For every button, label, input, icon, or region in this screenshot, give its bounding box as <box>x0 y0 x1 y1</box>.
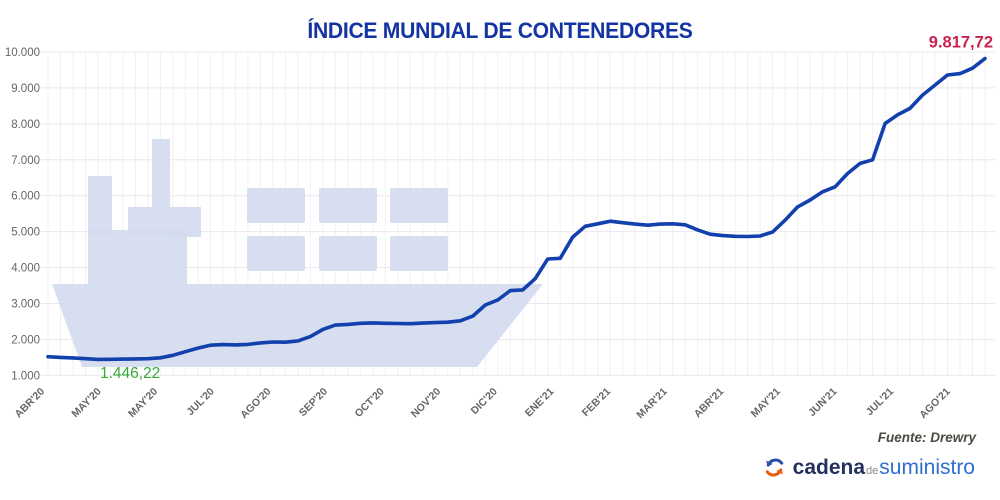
y-axis-tick-label: 3.000 <box>11 299 40 311</box>
y-axis-tick-label: 4.000 <box>11 263 40 275</box>
x-axis-tick-label: FEB'21 <box>580 386 613 419</box>
x-axis-tick-label: JUL'20 <box>184 386 217 419</box>
logo-word-cadena: cadena <box>792 456 866 479</box>
logo-word-de: de <box>866 465 879 477</box>
logo-wordmark: cadenadesuministro <box>793 457 975 478</box>
min-value-label: 1.446,22 <box>100 365 160 382</box>
x-axis-tick-label: MAY'21 <box>749 386 783 420</box>
container-index-line-chart: 10.000 9.000 8.000 7.000 6.000 5.000 4.000 3.00… <box>5 34 995 422</box>
x-axis-tick-label: ABR'20 <box>13 386 48 421</box>
x-axis-tick-label: ABR'21 <box>692 386 727 421</box>
x-axis-tick-label: JUL'21 <box>864 386 897 419</box>
x-axis-tick-label: JUN'21 <box>806 386 839 419</box>
y-axis-tick-label: 9.000 <box>11 83 40 95</box>
container-ship-watermark <box>52 139 543 367</box>
max-value-label: 9.817,72 <box>929 34 993 52</box>
cadena-de-suministro-logo[interactable]: cadenadesuministro <box>763 456 975 479</box>
x-axis-tick-label: SEP'20 <box>297 386 330 419</box>
y-axis-tick-label: 5.000 <box>11 227 40 239</box>
x-axis-tick-label: DIC'20 <box>469 386 500 417</box>
index-data-line <box>46 56 987 362</box>
y-axis-tick-label: 10.000 <box>5 47 40 59</box>
x-axis-tick-label: MAR'21 <box>634 386 670 422</box>
x-axis-tick-label: AGO'21 <box>917 386 953 422</box>
sync-arrows-icon <box>765 458 783 477</box>
y-axis-tick-label: 1.000 <box>11 370 40 382</box>
x-axis-tick-label: AGO'20 <box>238 386 274 422</box>
logo-word-suministro: suministro <box>879 456 975 479</box>
x-axis-tick-label: NOV'20 <box>409 386 444 421</box>
y-axis-tick-label: 2.000 <box>11 334 40 346</box>
x-axis-tick-label: OCT'20 <box>353 386 387 420</box>
source-note: Fuente: Drewry <box>877 430 976 445</box>
x-axis-tick-label: MAY'20 <box>126 386 160 420</box>
y-axis-tick-label: 6.000 <box>11 191 40 203</box>
x-axis-tick-label: MAY'20 <box>69 386 103 420</box>
chart-title: ÍNDICE MUNDIAL DE CONTENEDORES <box>307 18 693 43</box>
x-axis-tick-label: ENE'21 <box>523 386 557 420</box>
y-axis-tick-label: 8.000 <box>11 119 40 131</box>
y-axis-tick-label: 7.000 <box>11 155 40 167</box>
